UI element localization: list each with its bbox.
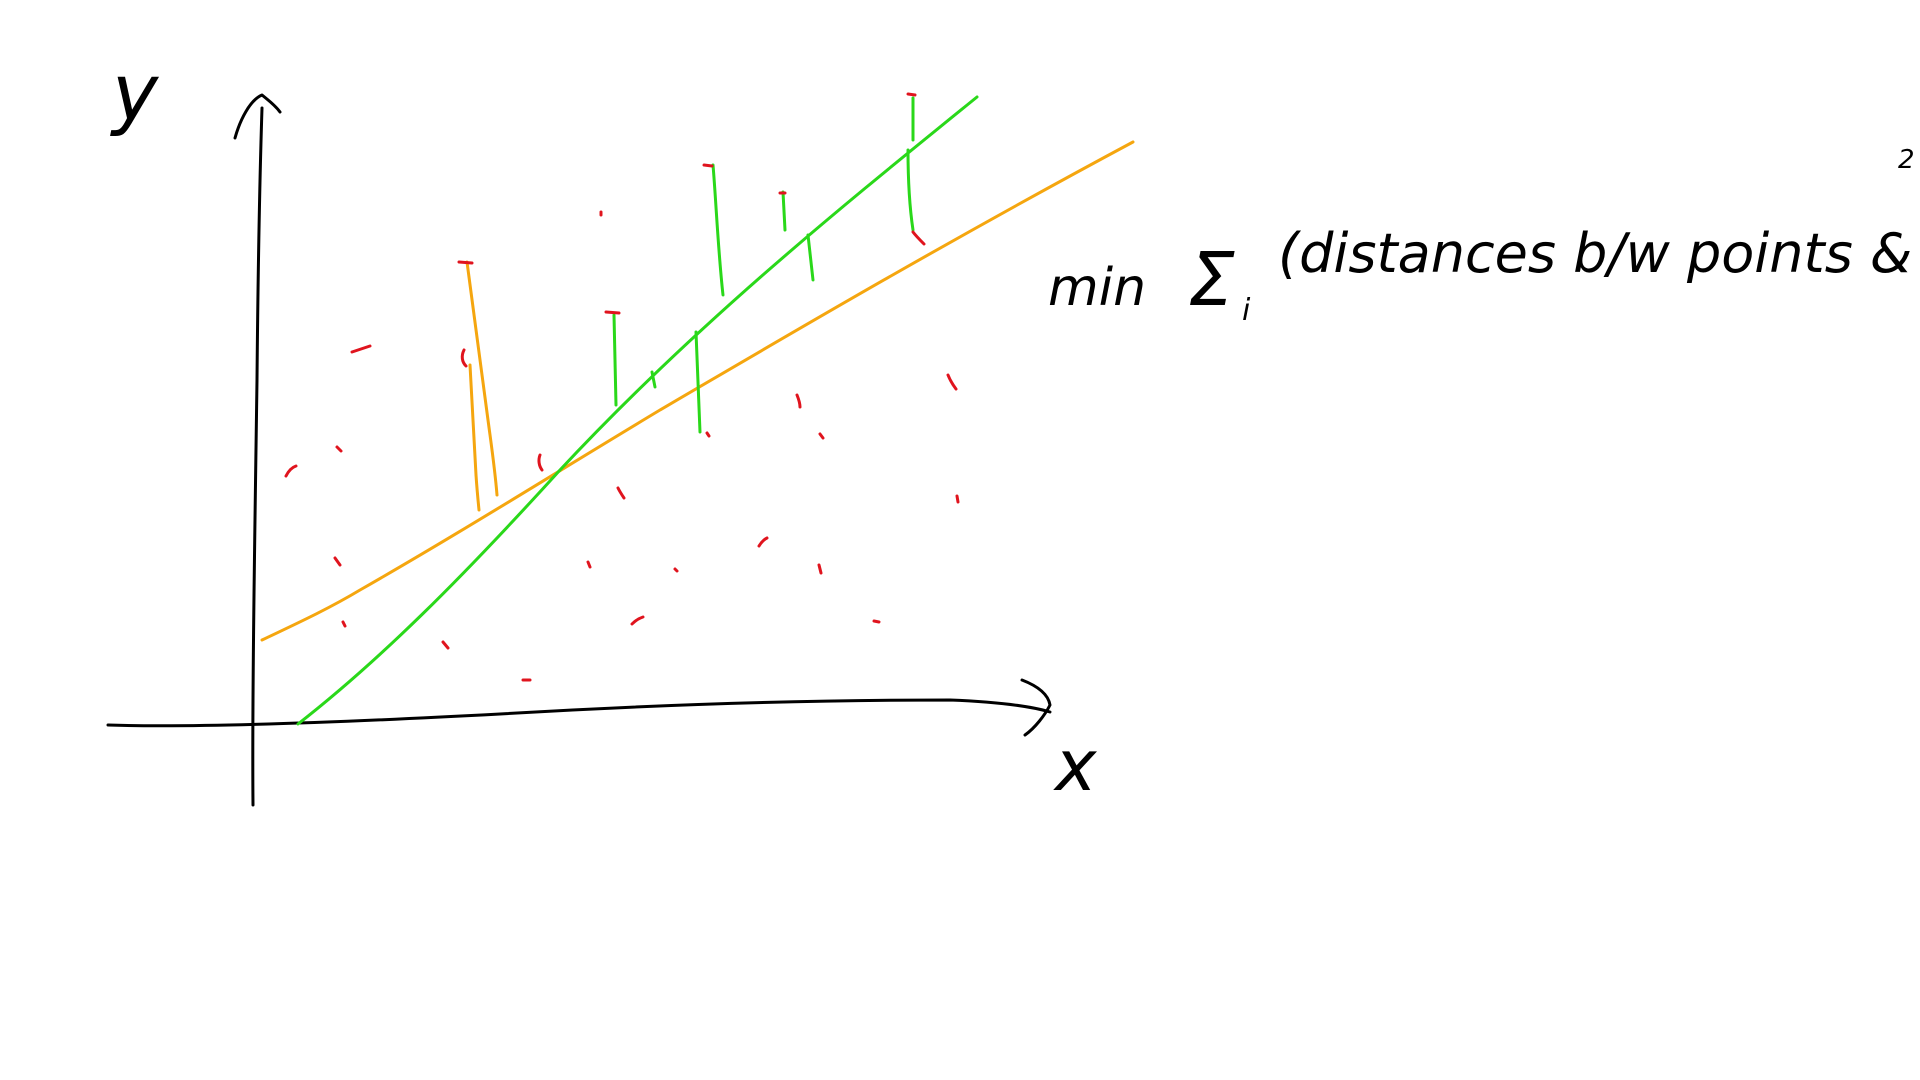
y-axis-arrowhead xyxy=(233,93,282,140)
residual-green xyxy=(806,233,815,282)
x-axis-arrowhead xyxy=(1020,678,1052,737)
x-axis xyxy=(106,698,1052,728)
data-points xyxy=(284,92,960,682)
data-point xyxy=(872,619,881,624)
data-point xyxy=(335,445,343,453)
x-axis-label: x xyxy=(1053,725,1097,807)
data-point xyxy=(457,260,474,265)
y-axis-label: y xyxy=(110,49,160,139)
data-point xyxy=(757,536,769,548)
data-point xyxy=(702,163,714,168)
data-point xyxy=(955,494,960,504)
residuals-green xyxy=(612,96,915,434)
data-point xyxy=(333,556,342,567)
data-point xyxy=(818,432,825,440)
data-point xyxy=(350,344,372,354)
formula-sum-symbol: Σ xyxy=(1188,237,1235,323)
data-point xyxy=(341,620,347,628)
data-point xyxy=(911,230,926,246)
residual-green xyxy=(906,148,915,232)
residual-green xyxy=(781,190,787,232)
residual-green xyxy=(694,330,702,434)
axes xyxy=(106,93,1052,807)
residual-orange xyxy=(468,363,481,512)
data-point xyxy=(604,310,621,315)
data-point xyxy=(284,464,298,478)
y-axis xyxy=(251,106,264,807)
axis-labels: y x xyxy=(110,49,1097,807)
formula-min: min xyxy=(1048,258,1146,318)
data-point xyxy=(460,348,468,368)
residuals-orange xyxy=(465,260,499,512)
residual-green xyxy=(711,163,725,297)
residual-orange xyxy=(465,260,499,497)
data-point xyxy=(906,92,917,97)
formula-exponent: 2 xyxy=(1898,145,1915,175)
formula-sum-index: i xyxy=(1242,293,1251,328)
data-point xyxy=(817,563,823,575)
data-point xyxy=(795,393,802,409)
data-point xyxy=(630,615,645,626)
formula: min Σ i (distances b/w points & line) 2 xyxy=(1048,145,1920,328)
fit-line-green xyxy=(296,95,979,726)
residual-green xyxy=(612,313,618,407)
formula-body: (distances b/w points & line) xyxy=(1278,222,1920,285)
data-point xyxy=(441,640,450,650)
data-point xyxy=(586,560,592,569)
data-point xyxy=(673,567,679,573)
residual-green xyxy=(650,370,657,389)
data-point xyxy=(946,373,958,391)
data-point xyxy=(537,453,544,472)
data-point xyxy=(705,431,711,438)
data-point xyxy=(616,486,626,500)
fit-line-orange xyxy=(260,140,1135,642)
